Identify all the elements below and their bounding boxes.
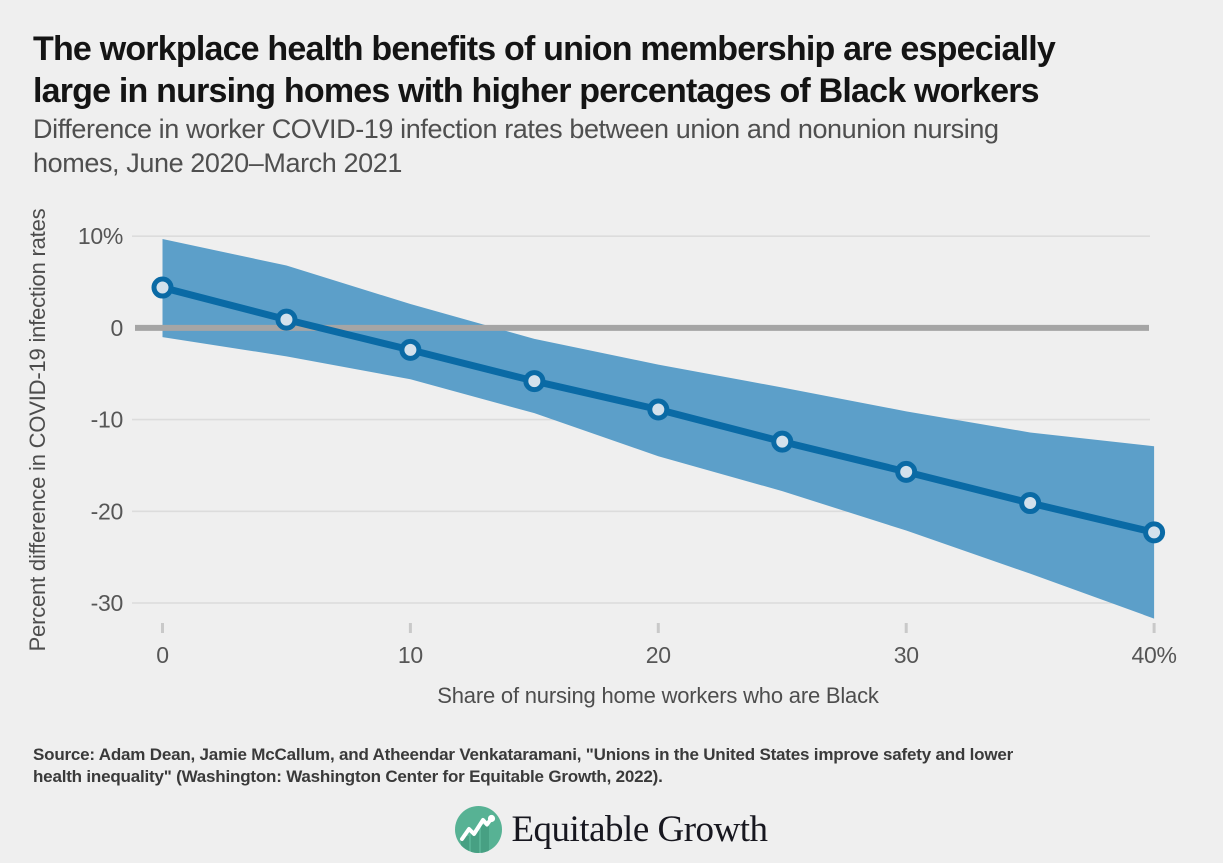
logo-wordmark: Equitable Growth <box>511 809 768 850</box>
y-tick-label: -20 <box>91 498 123 524</box>
chart-subtitle: Difference in worker COVID-19 infection … <box>33 112 999 180</box>
logo-trend-line <box>460 814 496 841</box>
data-point-marker <box>275 308 298 331</box>
subtitle-line-2: homes, June 2020–March 2021 <box>33 148 402 178</box>
y-tick-label: -30 <box>91 590 123 616</box>
data-point-marker <box>1019 492 1042 515</box>
data-point-marker <box>895 460 918 483</box>
data-point-marker <box>151 276 174 299</box>
x-tick-label: 40% <box>1132 642 1177 668</box>
logo-bars <box>461 825 490 853</box>
x-tick-label: 0 <box>156 642 169 668</box>
x-tick-label: 10 <box>398 642 423 668</box>
source-line-1: Source: Adam Dean, Jamie McCallum, and A… <box>33 745 1014 764</box>
y-tick-label: 10% <box>78 223 123 249</box>
confidence-band <box>162 238 1155 619</box>
source-line-2: health inequality" (Washington: Washingt… <box>33 766 663 786</box>
x-axis-label: Share of nursing home workers who are Bl… <box>437 683 880 708</box>
x-tick-label: 20 <box>646 642 671 668</box>
data-point-marker <box>399 338 422 361</box>
chart-headline: The workplace health benefits of union m… <box>33 28 1056 112</box>
y-tick-label: 0 <box>111 315 124 341</box>
x-tick-label: 30 <box>894 642 919 668</box>
data-point-marker <box>1143 521 1166 544</box>
data-point-marker <box>771 430 794 453</box>
headline-line-1: The workplace health benefits of union m… <box>33 30 1056 68</box>
y-tick-label: -10 <box>91 407 123 433</box>
covid-infection-difference-chart: 0 10 20 30 40% 10% 0 -10 -20 -30 Percent differenc… <box>25 208 1177 708</box>
data-point-marker <box>523 370 546 393</box>
headline-line-2: large in nursing homes with higher perce… <box>33 72 1040 110</box>
y-axis-label: Percent difference in COVID-19 infection… <box>25 208 50 651</box>
equitable-growth-logo: Equitable Growth <box>0 806 1223 853</box>
data-point-marker <box>647 398 670 421</box>
equitable-growth-logo-icon <box>455 806 503 853</box>
subtitle-line-1: Difference in worker COVID-19 infection … <box>33 114 999 144</box>
source-note: Source: Adam Dean, Jamie McCallum, and A… <box>33 744 1013 787</box>
